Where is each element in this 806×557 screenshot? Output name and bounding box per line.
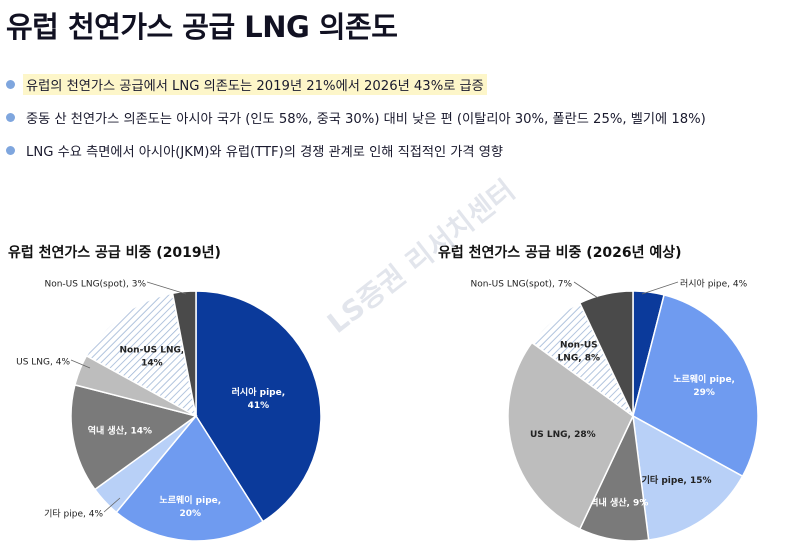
slice-data-label: 역내 생산, 9% <box>590 496 648 508</box>
slice-data-label: 기타 pipe, 15% <box>642 474 712 486</box>
slice-data-label: US LNG, 4% <box>16 358 70 368</box>
slice-data-label: Non-US LNG, 8% <box>558 340 601 363</box>
slice-data-label: Non-US LNG, 14% <box>119 345 184 368</box>
pie-slice-non-us-lng-spot- <box>578 290 634 417</box>
pie-slice-기타-pipe <box>632 414 744 541</box>
bullet-dot-icon <box>6 80 15 89</box>
slice-data-label: Non-US LNG(spot), 7% <box>470 280 572 290</box>
page-title: 유럽 천연가스 공급 LNG 의존도 <box>6 10 398 44</box>
bullet-item: LNG 수요 측면에서 아시아(JKM)와 유럽(TTF)의 경쟁 관계로 인해… <box>6 134 796 167</box>
leader-line <box>70 359 91 369</box>
pie-chart-2026: 유럽 천연가스 공급 비중 (2026년 예상) 러시아 pipe, 4% 노르웨… <box>438 236 798 554</box>
leader-line <box>641 281 679 295</box>
pie-chart-svg: 러시아 pipe, 4% 노르웨이 pipe, 29% 기타 pipe, 15% 역내 … <box>470 279 759 542</box>
bullet-dot-icon <box>6 146 15 155</box>
slice-data-label: 역내 생산, 14% <box>88 424 152 436</box>
pie-slice-non-us-lng-spot- <box>171 290 197 417</box>
bullet-text: LNG 수요 측면에서 아시아(JKM)와 유럽(TTF)의 경쟁 관계로 인해… <box>26 145 504 160</box>
pie-chart-svg: 러시아 pipe, 41% 노르웨이 pipe, 20% 기타 pipe, 4% 역내 생… <box>16 280 322 542</box>
slice-data-label: 러시아 pipe, 41% <box>232 385 285 410</box>
bullet-item: 중동 산 천연가스 의존도는 아시아 국가 (인도 58%, 중국 30%) 대… <box>6 101 796 134</box>
bullet-item: 유럽의 천연가스 공급에서 LNG 의존도는 2019년 21%에서 2026년… <box>6 68 796 101</box>
pie-slice-노르웨이-pipe <box>632 294 759 478</box>
bullet-list: 유럽의 천연가스 공급에서 LNG 의존도는 2019년 21%에서 2026년… <box>6 68 796 167</box>
slice-data-label: 러시아 pipe, 4% <box>680 279 748 290</box>
chart-title: 유럽 천연가스 공급 비중 (2019년) <box>8 245 221 261</box>
bullet-dot-icon <box>6 113 15 122</box>
leader-line <box>573 281 599 299</box>
bullet-text: 유럽의 천연가스 공급에서 LNG 의존도는 2019년 21%에서 2026년… <box>23 74 487 95</box>
slice-data-label: 기타 pipe, 4% <box>44 509 103 520</box>
pie-slice-역내-생산 <box>70 383 198 491</box>
pie-slice-us-lng <box>507 341 634 531</box>
bullet-text: 중동 산 천연가스 의존도는 아시아 국가 (인도 58%, 중국 30%) 대… <box>26 112 706 127</box>
slice-data-label: US LNG, 28% <box>530 430 596 440</box>
chart-title: 유럽 천연가스 공급 비중 (2026년 예상) <box>438 245 682 261</box>
pie-slice-노르웨이-pipe <box>115 414 265 542</box>
slice-data-label: 노르웨이 pipe, 20% <box>159 493 221 518</box>
leader-line <box>103 497 121 513</box>
slice-data-label: Non-US LNG(spot), 3% <box>44 280 146 290</box>
leader-line <box>146 281 187 295</box>
pie-chart-2019: 유럽 천연가스 공급 비중 (2019년) 러시아 pipe, 41% 노르웨이 p… <box>8 236 388 554</box>
pie-slice-non-us-lng <box>85 292 198 418</box>
slice-data-label: 노르웨이 pipe, 29% <box>673 373 735 398</box>
